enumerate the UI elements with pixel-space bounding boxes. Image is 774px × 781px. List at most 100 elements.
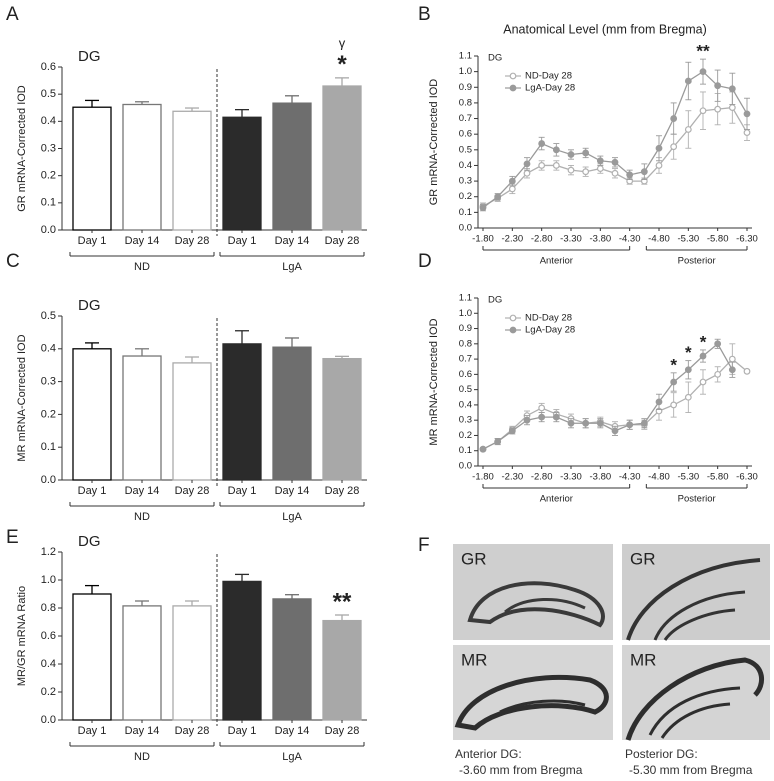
significance-mark: ** bbox=[333, 588, 352, 615]
y-axis-label: GR mRNA-Corrected IOD bbox=[428, 79, 440, 206]
significance-mark: γ bbox=[339, 35, 346, 50]
y-tick-label: 0.8 bbox=[41, 602, 56, 614]
y-axis-label: MR/GR mRNA Ratio bbox=[16, 586, 28, 686]
group-label: ND bbox=[134, 511, 150, 523]
data-point bbox=[728, 85, 736, 93]
y-tick-label: 0.7 bbox=[459, 354, 472, 365]
bar bbox=[322, 619, 362, 721]
x-tick-label: -6.30 bbox=[736, 472, 758, 483]
x-tick-label: -3.30 bbox=[560, 472, 582, 483]
data-point bbox=[582, 168, 590, 176]
data-point bbox=[567, 419, 575, 427]
data-point bbox=[670, 115, 678, 122]
y-axis-label: MR mRNA-Corrected IOD bbox=[16, 334, 28, 461]
x-tick-label: Day 14 bbox=[125, 725, 160, 737]
y-tick-label: 0.9 bbox=[459, 323, 472, 334]
group-label: ND bbox=[134, 751, 150, 763]
x-tick-label: -4.30 bbox=[619, 234, 641, 245]
region-label: Anterior bbox=[540, 256, 573, 267]
y-tick-label: 0.4 bbox=[459, 399, 472, 410]
data-point bbox=[714, 82, 722, 90]
tile-image bbox=[453, 544, 613, 640]
bar bbox=[272, 598, 312, 721]
data-point bbox=[684, 393, 692, 401]
significance-mark: * bbox=[700, 332, 707, 351]
legend-marker bbox=[509, 326, 517, 334]
x-tick-label: -3.80 bbox=[590, 472, 612, 483]
bar bbox=[272, 346, 312, 481]
x-tick-label: -4.80 bbox=[648, 234, 670, 245]
y-tick-label: 1.0 bbox=[459, 66, 472, 77]
chart-label: DG bbox=[488, 295, 502, 306]
data-point bbox=[640, 419, 648, 427]
data-point bbox=[684, 77, 692, 85]
tissue bbox=[499, 699, 586, 714]
x-tick-label: -5.80 bbox=[707, 234, 729, 245]
chart-label: DG bbox=[78, 48, 101, 65]
y-tick-label: 1.1 bbox=[459, 51, 472, 62]
x-tick-label: -5.30 bbox=[678, 234, 700, 245]
data-point bbox=[538, 140, 546, 147]
x-tick-label: Day 14 bbox=[125, 485, 160, 497]
x-tick-label: -5.80 bbox=[707, 472, 729, 483]
y-tick-label: 0.4 bbox=[41, 343, 56, 355]
panel-letter: B bbox=[418, 4, 431, 25]
x-tick-label: -1.80 bbox=[472, 234, 494, 245]
data-point bbox=[523, 416, 531, 424]
y-axis-label: MR mRNA-Corrected IOD bbox=[428, 318, 440, 445]
data-point bbox=[494, 438, 502, 445]
x-tick-label: -2.80 bbox=[531, 234, 553, 245]
data-point bbox=[699, 107, 707, 115]
y-tick-label: 0.0 bbox=[41, 224, 56, 236]
chart-label: DG bbox=[78, 533, 101, 550]
data-point bbox=[508, 177, 516, 185]
data-point bbox=[714, 105, 722, 113]
y-tick-label: 0.4 bbox=[41, 658, 56, 670]
bar bbox=[122, 355, 162, 481]
y-tick-label: 0.8 bbox=[459, 338, 472, 349]
y-tick-label: 0.5 bbox=[41, 88, 56, 100]
bar bbox=[72, 106, 112, 231]
group-label: ND bbox=[134, 261, 150, 273]
data-point bbox=[670, 143, 678, 151]
x-tick-label: Day 28 bbox=[325, 235, 360, 247]
tile-label: MR bbox=[630, 650, 656, 669]
legend-marker bbox=[509, 314, 517, 322]
y-tick-label: 0.1 bbox=[41, 441, 56, 453]
tissue bbox=[504, 598, 586, 614]
panel-letter: A bbox=[6, 4, 19, 25]
caption: Anterior DG: bbox=[455, 747, 522, 761]
group-label: LgA bbox=[282, 511, 302, 523]
data-point bbox=[523, 160, 531, 168]
y-tick-label: 0.0 bbox=[459, 461, 472, 472]
data-point bbox=[479, 445, 487, 453]
data-point bbox=[626, 171, 634, 179]
data-point bbox=[508, 185, 516, 193]
data-point bbox=[596, 419, 604, 427]
x-tick-label: Day 28 bbox=[175, 485, 210, 497]
y-tick-label: 1.0 bbox=[41, 574, 56, 586]
data-point bbox=[743, 129, 751, 137]
x-tick-label: Day 1 bbox=[78, 235, 107, 247]
data-point bbox=[670, 378, 678, 386]
tissue bbox=[663, 608, 736, 641]
y-tick-label: 0.3 bbox=[459, 176, 472, 187]
data-point bbox=[699, 378, 707, 386]
y-tick-label: 0.1 bbox=[459, 207, 472, 218]
x-tick-label: Day 14 bbox=[125, 235, 160, 247]
y-tick-label: 1.2 bbox=[41, 546, 56, 558]
x-tick-label: -1.80 bbox=[472, 472, 494, 483]
y-tick-label: 0.6 bbox=[459, 129, 472, 140]
x-tick-label: -2.30 bbox=[502, 234, 524, 245]
panel-f: F GR GR MR MR Anterior DG: -3. bbox=[418, 535, 770, 777]
y-tick-label: 0.1 bbox=[459, 445, 472, 456]
caption: -5.30 mm from Bregma bbox=[629, 763, 753, 777]
data-point bbox=[640, 168, 648, 176]
data-point bbox=[538, 162, 546, 169]
data-point bbox=[743, 110, 751, 118]
bar bbox=[222, 343, 262, 481]
y-tick-label: 0.2 bbox=[459, 191, 472, 202]
data-point bbox=[611, 169, 619, 177]
data-point bbox=[567, 151, 575, 158]
bar bbox=[222, 116, 262, 231]
